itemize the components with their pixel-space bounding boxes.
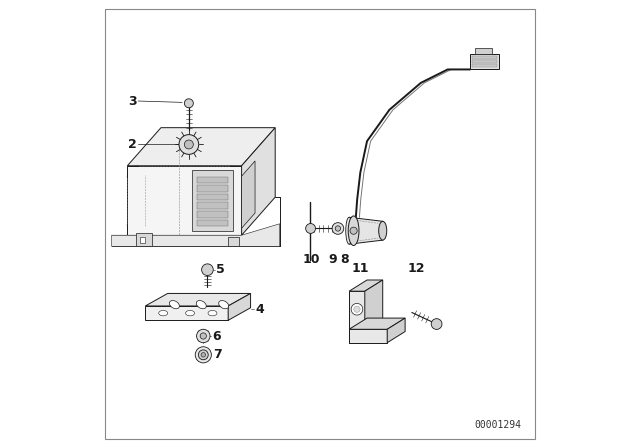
Text: 2: 2 [128,138,137,151]
Text: 9: 9 [328,253,337,267]
Polygon shape [136,233,152,246]
Polygon shape [145,306,228,320]
Bar [197,211,228,218]
Bar [472,64,497,67]
Ellipse shape [196,301,206,309]
Ellipse shape [346,217,353,244]
Ellipse shape [348,216,359,246]
Polygon shape [349,217,383,244]
Text: 5: 5 [216,263,224,276]
Ellipse shape [159,310,168,316]
Circle shape [198,350,208,360]
Circle shape [306,224,316,233]
Ellipse shape [186,310,195,316]
Circle shape [195,347,211,363]
Bar [193,170,233,231]
Polygon shape [349,318,405,329]
Circle shape [354,306,360,312]
Text: 7: 7 [213,348,222,362]
Bar [472,56,497,59]
Circle shape [184,99,193,108]
Circle shape [351,303,363,315]
Polygon shape [228,293,251,320]
Bar [197,194,228,201]
Ellipse shape [170,301,179,309]
Polygon shape [349,329,387,343]
Text: 3: 3 [128,95,137,108]
Polygon shape [145,293,251,306]
Circle shape [201,353,205,357]
Polygon shape [112,224,280,246]
Polygon shape [127,128,275,166]
Text: 00001294: 00001294 [475,420,522,430]
Polygon shape [242,161,255,228]
Ellipse shape [219,301,228,309]
Text: 10: 10 [303,253,321,267]
Bar [472,60,497,63]
Text: 4: 4 [255,303,264,316]
Circle shape [350,227,357,234]
Bar [197,202,228,209]
Polygon shape [228,237,239,246]
Ellipse shape [379,221,387,240]
Circle shape [431,319,442,329]
Bar [197,220,228,226]
Ellipse shape [208,310,217,316]
Polygon shape [349,291,365,343]
Circle shape [200,333,207,339]
Circle shape [332,223,344,234]
Polygon shape [470,54,499,69]
Text: 6: 6 [212,329,221,343]
Text: 8: 8 [340,253,349,267]
Bar [197,177,228,183]
Bar [140,237,145,243]
Polygon shape [349,280,383,291]
Circle shape [202,264,213,276]
Polygon shape [242,128,275,235]
Bar [475,48,493,54]
Text: 12: 12 [407,262,425,276]
Circle shape [184,140,193,149]
Polygon shape [387,318,405,343]
Bar [197,185,228,192]
Circle shape [335,226,340,231]
Polygon shape [127,166,242,235]
Text: 11: 11 [351,262,369,276]
Circle shape [179,135,198,154]
Polygon shape [365,280,383,343]
Circle shape [196,329,210,343]
